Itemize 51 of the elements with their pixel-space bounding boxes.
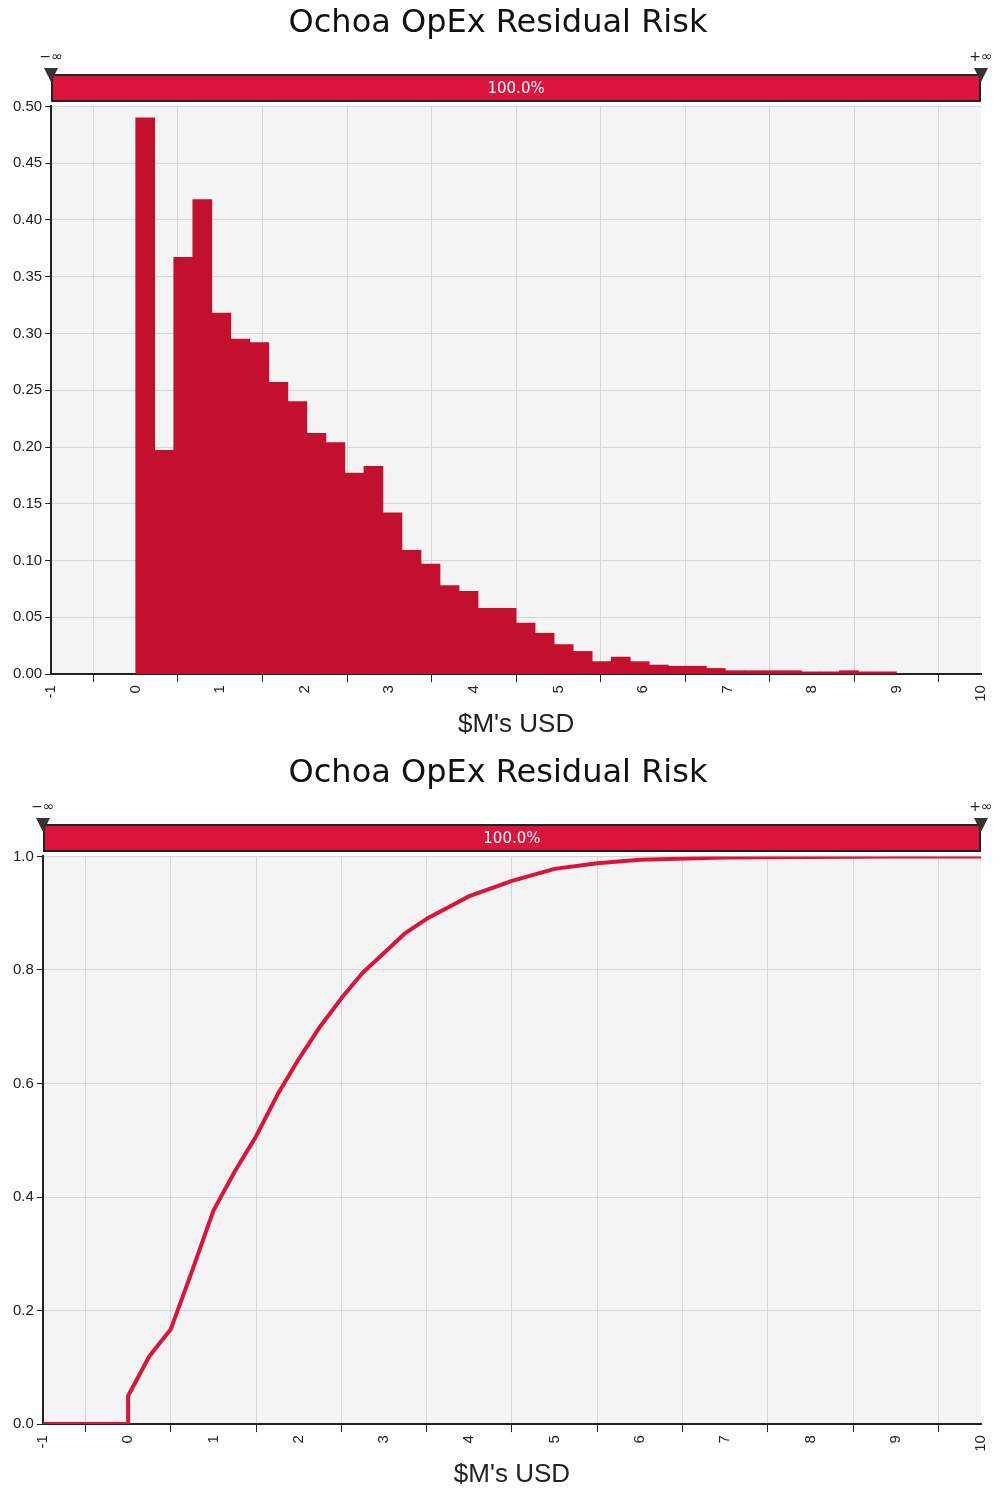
y-tick-label: 0.20	[12, 437, 43, 455]
chart-title: Ochoa OpEx Residual Risk	[288, 1, 708, 40]
y-tick-label: 0.00	[12, 664, 43, 682]
y-tick-label: 0.05	[12, 607, 43, 625]
text: +∞	[969, 48, 993, 65]
x-tick-label: -1	[32, 1435, 50, 1449]
y-tick-label: 0.0	[12, 1414, 34, 1432]
y-tick-label: 0.25	[12, 380, 43, 398]
x-tick-label: 7	[717, 685, 735, 694]
x-tick-label: 0	[118, 1435, 136, 1444]
x-tick-label: 2	[288, 1435, 306, 1444]
x-tick-label: 9	[885, 1435, 903, 1444]
x-tick-label: 9	[886, 685, 904, 694]
text: −∞	[31, 798, 55, 815]
y-tick-label: 0.45	[12, 153, 43, 171]
x-tick-label: -1	[41, 685, 59, 699]
x-tick-label: 2	[294, 685, 312, 694]
x-axis-title: $M's USD	[458, 707, 575, 738]
x-tick-label: 6	[630, 1435, 647, 1444]
x-tick-label: 8	[800, 1435, 818, 1444]
y-tick-label: 0.10	[12, 550, 43, 568]
x-tick-label: 8	[802, 685, 820, 694]
y-tick-label: 1.0	[12, 846, 34, 864]
x-tick-label: 0	[125, 685, 143, 694]
y-tick-label: 0.30	[12, 323, 43, 341]
y-tick-label: 0.40	[12, 210, 43, 228]
y-tick-label: 0.15	[12, 493, 43, 511]
y-tick-label: 0.4	[12, 1187, 34, 1205]
x-tick-label: 6	[633, 685, 651, 694]
x-tick-label: 5	[544, 1435, 562, 1444]
x-tick-label: 3	[379, 685, 397, 694]
x-tick-label: 1	[210, 685, 228, 694]
y-tick-label: 0.35	[12, 266, 43, 284]
y-tick-label: 0.8	[12, 960, 34, 978]
x-tick-label: 7	[715, 1435, 733, 1444]
text: −∞	[39, 48, 63, 65]
text: 100.0%	[487, 79, 545, 98]
x-tick-label: 4	[459, 1435, 477, 1444]
chart-title: Ochoa OpEx Residual Risk	[288, 751, 708, 790]
x-axis-title: $M's USD	[453, 1457, 571, 1488]
y-tick-label: 0.50	[12, 96, 43, 114]
text: +∞	[969, 798, 993, 815]
x-tick-label: 5	[548, 685, 566, 694]
x-tick-label: 10	[971, 685, 989, 702]
y-tick-label: 0.6	[12, 1073, 34, 1091]
x-tick-label: 10	[971, 1435, 989, 1452]
text: 100.0%	[483, 829, 541, 848]
x-tick-label: 3	[374, 1435, 392, 1444]
x-tick-label: 1	[203, 1435, 221, 1444]
y-tick-label: 0.2	[12, 1300, 34, 1318]
x-tick-label: 4	[463, 685, 481, 694]
